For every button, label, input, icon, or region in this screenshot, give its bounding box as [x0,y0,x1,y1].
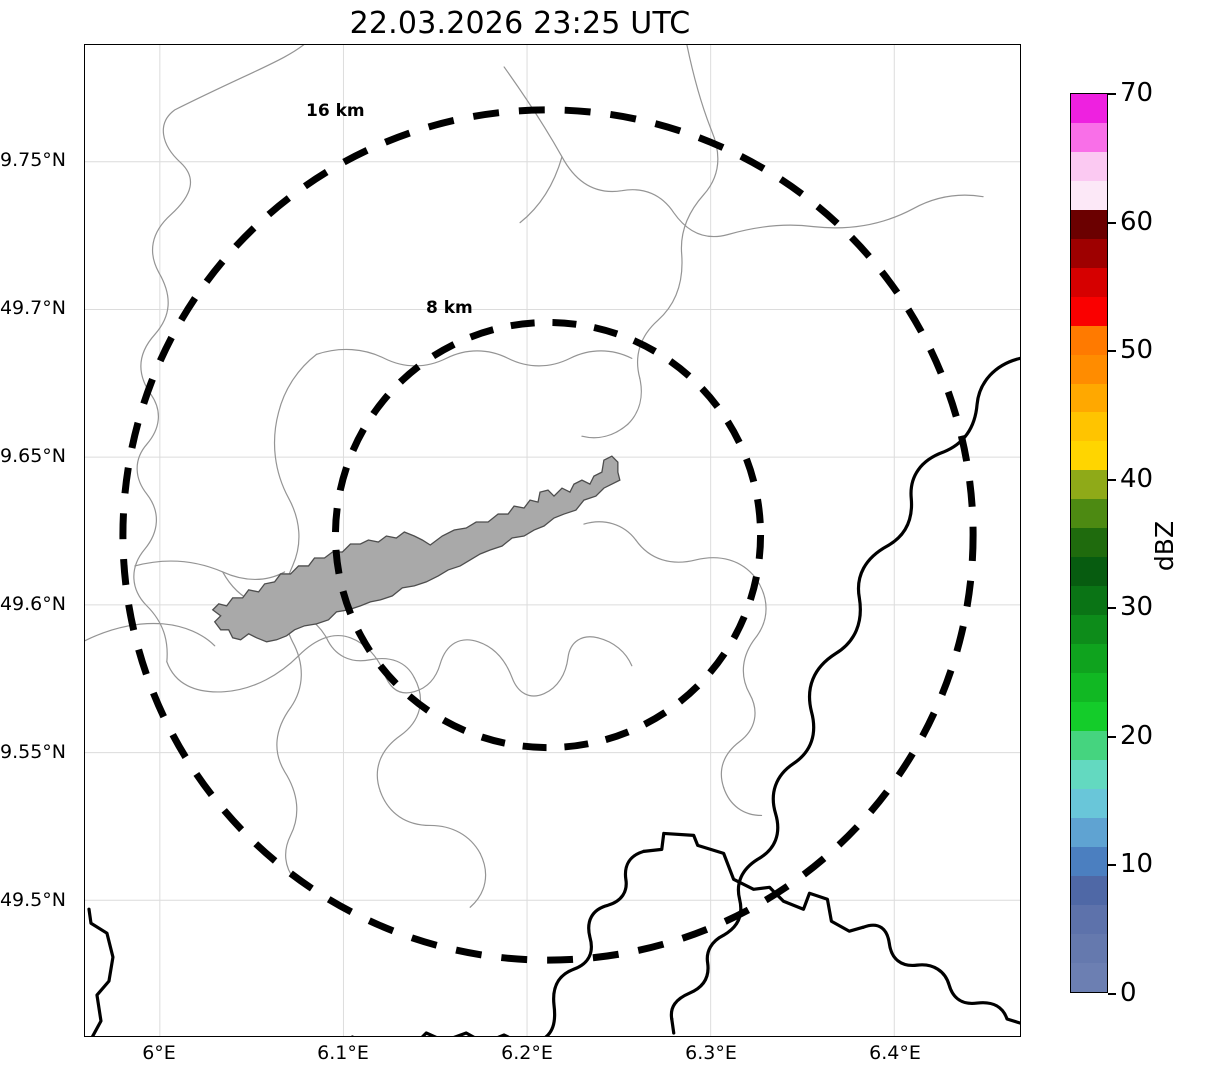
colorbar-tick-label: 70 [1120,78,1154,108]
range-ring-16km [119,106,977,964]
x-tick-label: 6.3°E [685,1042,737,1064]
y-tick-label: 49.55°N [0,741,66,763]
colorbar-band [1071,730,1107,760]
x-tick-label: 6.4°E [869,1042,921,1064]
colorbar-band [1071,615,1107,645]
colorbar-band [1071,499,1107,529]
colorbar-tick-label: 30 [1120,592,1154,622]
colorbar-band [1071,702,1107,731]
colorbar-tick-label: 10 [1120,849,1154,879]
y-tick-label: 49.7°N [0,297,66,319]
colorbar-band [1071,441,1107,471]
colorbar-band [1071,354,1107,384]
range-ring-label-16km: 16 km [306,101,365,121]
colorbar-tick-label: 60 [1120,207,1154,237]
national-borders [87,356,1020,1036]
colorbar-band [1071,94,1107,123]
admin-boundaries [85,45,984,908]
colorbar-tick-label: 40 [1120,464,1154,494]
colorbar-tick-label: 50 [1120,335,1154,365]
colorbar-band [1071,817,1107,847]
colorbar-band [1071,673,1107,703]
colorbar-band [1071,122,1107,152]
map-gridlines [85,45,1020,1036]
colorbar-band [1071,209,1107,239]
colorbar-axis-label: dBZ [1150,520,1179,572]
y-tick-label: 49.75°N [0,149,66,171]
y-tick-label: 49.6°N [0,593,66,615]
colorbar-band [1071,788,1107,818]
colorbar-tick-mark [1108,93,1116,95]
colorbar-band [1071,383,1107,413]
colorbar-band [1071,528,1107,558]
colorbar-band [1071,470,1107,500]
colorbar-band [1071,296,1107,326]
colorbar-tick-mark [1108,479,1116,481]
colorbar-band [1071,151,1107,181]
colorbar-tick-mark [1108,864,1116,866]
colorbar-band [1071,238,1107,268]
x-tick-label: 6°E [142,1042,176,1064]
colorbar-tick-mark [1108,736,1116,738]
range-ring-label-8km: 8 km [426,298,473,318]
colorbar-band [1071,180,1107,210]
colorbar-tick-mark [1108,993,1116,995]
colorbar-tick-mark [1108,222,1116,224]
y-tick-label: 49.5°N [0,889,66,911]
range-ring-8km [331,318,765,752]
colorbar-band [1071,412,1107,442]
x-tick-label: 6.1°E [317,1042,369,1064]
radar-map-plot[interactable]: 16 km 8 km [84,44,1021,1037]
colorbar-band [1071,933,1107,963]
colorbar-band [1071,904,1107,934]
colorbar-tick-label: 0 [1120,978,1137,1008]
colorbar-band [1071,644,1107,674]
colorbar-band [1071,759,1107,789]
colorbar-tick-mark [1108,350,1116,352]
y-tick-label: 49.65°N [0,445,66,467]
colorbar-band [1071,586,1107,616]
page-title: 22.03.2026 23:25 UTC [349,6,691,41]
colorbar-band [1071,557,1107,587]
x-tick-label: 6.2°E [501,1042,553,1064]
colorbar-band [1071,846,1107,876]
city-polygon [211,455,621,643]
map-svg [85,45,1020,1036]
colorbar-band [1071,962,1107,992]
colorbar[interactable] [1070,93,1108,993]
colorbar-tick-mark [1108,607,1116,609]
colorbar-tick-label: 20 [1120,721,1154,751]
colorbar-band [1071,267,1107,297]
colorbar-band [1071,875,1107,905]
colorbar-band [1071,325,1107,355]
